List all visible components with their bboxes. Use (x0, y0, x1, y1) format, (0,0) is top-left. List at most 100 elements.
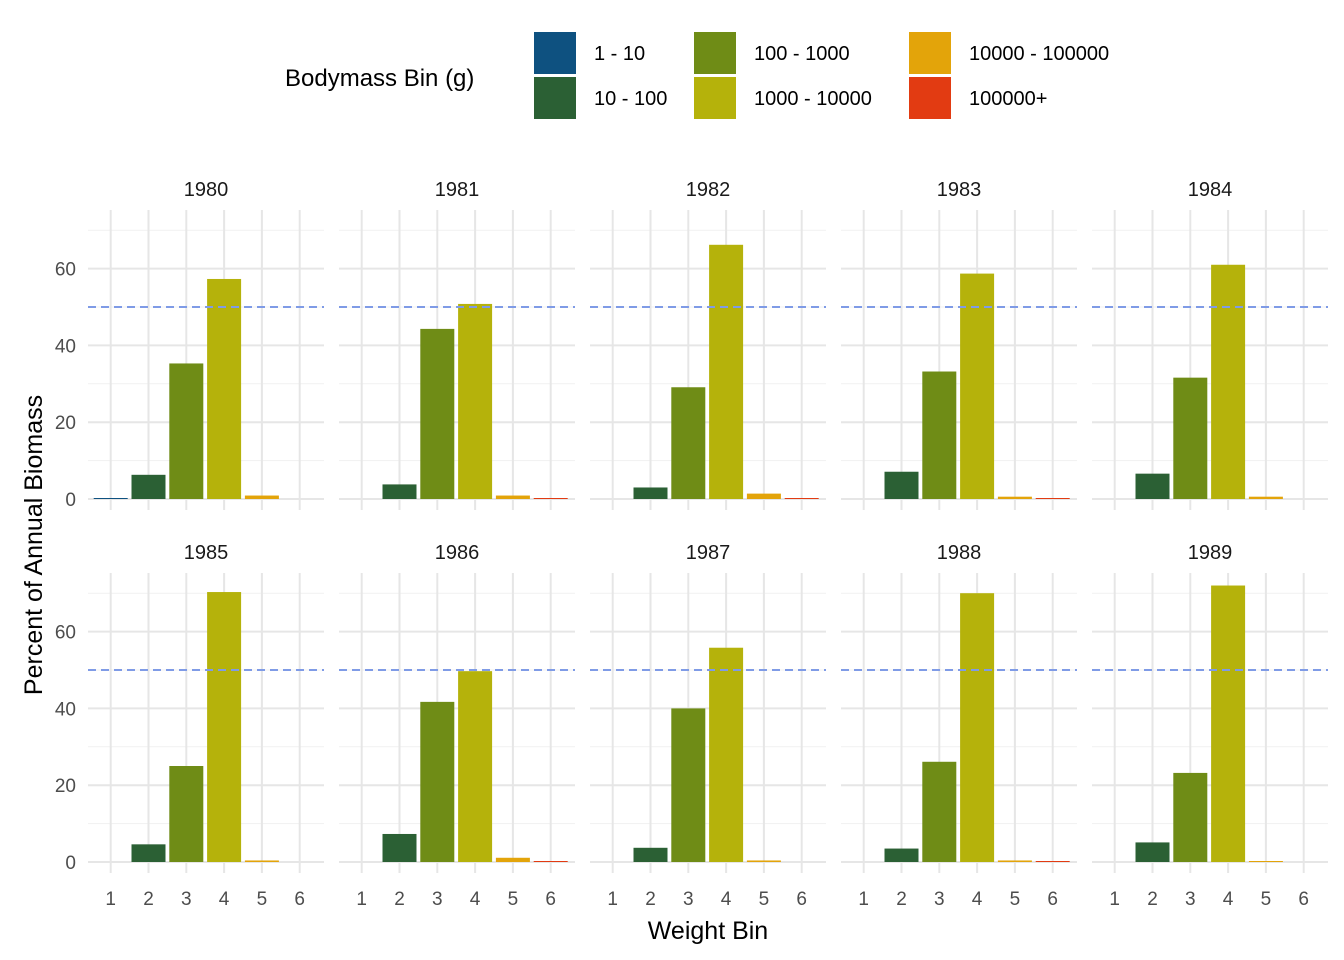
panel-title: 1981 (435, 179, 480, 201)
bar-1980-bin-5 (244, 495, 279, 499)
x-tick-label: 3 (432, 889, 443, 910)
panel-1982: 1982 (590, 179, 826, 510)
x-tick-label: 1 (105, 889, 116, 910)
x-tick-label: 6 (1047, 889, 1058, 910)
bar-1981-bin-6 (533, 498, 568, 499)
panel-title: 1986 (435, 542, 480, 564)
bar-1981-bin-3 (420, 328, 455, 499)
x-tick-label: 4 (1223, 889, 1234, 910)
bar-1983-bin-4 (960, 273, 995, 499)
x-tick-label: 1 (1109, 889, 1120, 910)
legend-swatch (534, 77, 576, 119)
bar-1984-bin-2 (1135, 473, 1170, 499)
bar-1982-bin-4 (709, 244, 744, 499)
bar-1984-bin-4 (1211, 264, 1246, 499)
legend-label: 10 - 100 (594, 88, 667, 110)
x-tick-label: 6 (294, 889, 305, 910)
panel-1988: 1988 1 2 3 4 5 6 (841, 542, 1077, 910)
bar-1989-bin-4 (1211, 585, 1246, 862)
x-tick-label: 5 (257, 889, 268, 910)
legend-swatch (534, 32, 576, 74)
bar-1986-bin-4 (458, 671, 493, 862)
panel-1984: 1984 (1092, 179, 1328, 510)
x-tick-label: 3 (934, 889, 945, 910)
bar-1988-bin-6 (1035, 861, 1070, 862)
y-tick-label: 20 (55, 776, 76, 797)
bar-1989-bin-5 (1248, 861, 1283, 862)
bar-1987-bin-3 (671, 708, 706, 862)
bar-1980-bin-1 (93, 498, 128, 499)
x-tick-label: 2 (645, 889, 656, 910)
legend-label: 100000+ (969, 88, 1047, 110)
x-axis-title: Weight Bin (648, 917, 768, 945)
bar-1980-bin-2 (131, 474, 166, 499)
panel-title: 1989 (1188, 542, 1233, 564)
bar-1981-bin-5 (495, 495, 530, 499)
x-tick-label: 2 (394, 889, 405, 910)
panel-title: 1987 (686, 542, 731, 564)
bar-1983-bin-2 (884, 471, 919, 499)
x-tick-label: 6 (796, 889, 807, 910)
bar-1981-bin-2 (382, 484, 417, 499)
bar-1983-bin-3 (922, 371, 957, 499)
bar-1985-bin-2 (131, 844, 166, 862)
bar-1982-bin-3 (671, 387, 706, 499)
y-axis-title: Percent of Annual Biomass (20, 395, 48, 695)
x-tick-label: 4 (470, 889, 481, 910)
bar-1988-bin-5 (997, 860, 1032, 862)
legend-label: 1 - 10 (594, 43, 645, 65)
bar-1986-bin-5 (495, 857, 530, 862)
x-tick-label: 1 (858, 889, 869, 910)
y-tick-label: 20 (55, 413, 76, 434)
x-tick-label: 2 (1147, 889, 1158, 910)
legend-label: 1000 - 10000 (754, 88, 872, 110)
x-tick-label: 6 (545, 889, 556, 910)
legend-label: 10000 - 100000 (969, 43, 1109, 65)
y-tick-label: 40 (55, 336, 76, 357)
panel-1986: 1986 1 2 3 4 5 6 (339, 542, 575, 910)
x-tick-label: 3 (683, 889, 694, 910)
bar-1981-bin-4 (458, 303, 493, 499)
y-tick-label: 60 (55, 623, 76, 644)
panel-title: 1988 (937, 542, 982, 564)
bar-1989-bin-3 (1173, 772, 1208, 862)
panel-title: 1983 (937, 179, 982, 201)
x-tick-label: 5 (759, 889, 770, 910)
panel-1985: 1985 0 20 40 60 1 2 3 4 5 6 (55, 542, 324, 910)
x-tick-label: 2 (896, 889, 907, 910)
x-tick-label: 5 (1261, 889, 1272, 910)
panel-1989: 1989 1 2 3 4 5 6 (1092, 542, 1328, 910)
panel-title: 1980 (184, 179, 229, 201)
panel-1983: 1983 (841, 179, 1077, 510)
panel-1981: 1981 (339, 179, 575, 510)
bar-1980-bin-3 (169, 363, 204, 499)
x-tick-label: 3 (181, 889, 192, 910)
x-tick-label: 6 (1298, 889, 1309, 910)
x-tick-label: 5 (508, 889, 519, 910)
y-tick-label: 0 (65, 853, 76, 874)
panel-1987: 1987 1 2 3 4 5 6 (590, 542, 826, 910)
bar-1982-bin-5 (746, 493, 781, 499)
bar-1982-bin-6 (784, 498, 819, 499)
bar-1986-bin-6 (533, 861, 568, 862)
panels-group: 1980 0 20 40 60 1981 1982 1983 1984 1985 0 20 40 60 1 2… (55, 179, 1328, 910)
legend-swatch (909, 77, 951, 119)
bar-1985-bin-4 (207, 592, 242, 862)
bar-1983-bin-6 (1035, 498, 1070, 499)
legend-title: Bodymass Bin (g) (285, 65, 474, 92)
legend-swatch (909, 32, 951, 74)
bar-1980-bin-4 (207, 278, 242, 499)
bar-1984-bin-3 (1173, 377, 1208, 499)
bar-1982-bin-2 (633, 487, 668, 499)
bar-1988-bin-4 (960, 593, 995, 862)
x-tick-label: 2 (143, 889, 154, 910)
legend-swatch (694, 32, 736, 74)
bar-1985-bin-5 (244, 860, 279, 862)
bar-1988-bin-2 (884, 848, 919, 862)
bar-1987-bin-5 (746, 860, 781, 862)
bar-1983-bin-5 (997, 496, 1032, 499)
x-tick-label: 4 (721, 889, 732, 910)
x-tick-label: 5 (1010, 889, 1021, 910)
bar-1987-bin-4 (709, 647, 744, 862)
